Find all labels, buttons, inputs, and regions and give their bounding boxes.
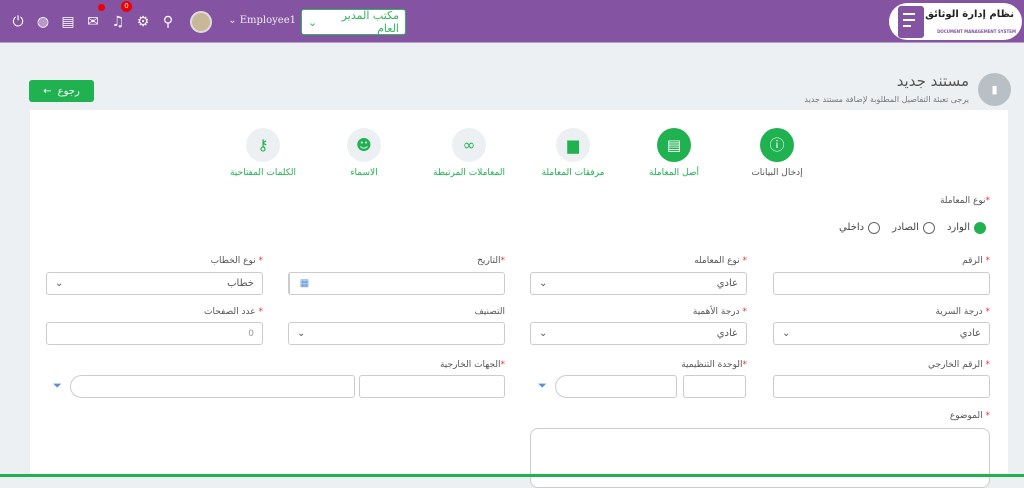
letter-type-label: * نوع الخطاب [210,256,263,266]
archive-icon: ▆ [556,128,590,162]
top-bar: نظام إدارة الوثائق DOCUMENT MANAGEMENT S… [0,0,1024,43]
office-value: مكتب المدير العام [341,9,399,35]
trans-type-label: * نوع المعامله [694,256,747,266]
power-icon[interactable]: ⏻ [12,14,24,30]
link-icon: ∞ [452,128,486,162]
bell-icon[interactable]: ♫ 0 [108,1,132,31]
step-related[interactable]: ∞ المعاملات المرتبطة [419,128,519,178]
chevron-down-icon: ⌄ [297,328,306,339]
step-label: المعاملات المرتبطة [433,168,505,178]
org-unit-input[interactable] [555,375,677,398]
date-input[interactable]: ▦ [288,272,505,295]
chat-icon[interactable]: ✉ [83,4,105,31]
radio-outgoing[interactable]: الصادر [892,222,935,234]
office-select[interactable]: مكتب المدير العام ⌄ [301,9,406,35]
org-unit-label: *الوحدة التنظيمية [681,360,747,370]
radio-internal[interactable]: داخلي [839,222,881,234]
trans-type-select[interactable]: عادي ⌄ [530,272,747,295]
chevron-down-icon: ⌄ [539,328,548,339]
document-icon: ▮ [978,73,1011,106]
step-label: أصل المعاملة [649,168,699,178]
username: Employee1 [239,15,296,26]
info-icon: ⓘ [760,128,794,162]
calendar-icon[interactable]: ▦ [289,273,319,294]
pages-input[interactable]: 0 [46,322,263,345]
subject-label: * الموضوع [949,411,990,421]
step-attachments[interactable]: ▆ مرفقات المعاملة [523,128,623,178]
step-original[interactable]: ▤ أصل المعاملة [624,128,724,178]
step-data-entry[interactable]: ⓘ إدخال البيانات [727,128,827,178]
bottom-accent-line [0,474,1024,477]
ext-parties-code-input[interactable] [359,375,505,398]
subject-textarea[interactable] [530,428,990,488]
back-label: رجوع [57,85,80,97]
page-title: مستند جديد [896,72,969,90]
back-button[interactable]: رجوع ← [29,80,94,102]
logo-subtitle: DOCUMENT MANAGEMENT SYSTEM [937,29,1016,34]
ext-parties-input[interactable] [70,375,355,398]
step-keywords[interactable]: ⚷ الكلمات المفتاحية [213,128,313,178]
step-label: مرفقات المعاملة [541,168,605,178]
class-label: التصنيف [474,307,505,317]
step-label: الاسماء [350,168,378,178]
chevron-down-icon: ⌄ [228,15,240,26]
transaction-type-radios: الوارد الصادر داخلي [839,222,986,234]
header-icons: ⏻ ◍ ▤ ✉ ♫ 0 ⚙ ⚲ [8,1,178,31]
step-label: إدخال البيانات [751,168,803,178]
ext-number-input[interactable] [773,375,990,398]
importance-label: * درجة الأهمية [692,307,747,317]
radio-incoming[interactable]: الوارد [947,222,986,234]
filter-icon[interactable]: ⏷ [53,379,62,392]
document-logo-icon [898,6,924,38]
class-select[interactable]: ⌄ [288,322,505,345]
page-subtitle: يرجى تعبئة التفاصيل المطلوبة لإضافة مستن… [804,95,969,104]
user-menu[interactable]: ⌄ Employee1 [228,15,296,27]
gear-icon[interactable]: ⚙ [136,14,150,30]
number-input[interactable] [773,272,990,295]
logo[interactable]: نظام إدارة الوثائق DOCUMENT MANAGEMENT S… [889,3,1022,40]
notification-badge: 0 [121,1,132,12]
ext-parties-label: *الجهات الخارجية [439,360,505,370]
secrecy-label: * درجة السرية [935,307,990,317]
pages-label: * عدد الصفحات [204,307,263,317]
filter-icon[interactable]: ⏷ [538,379,547,392]
importance-select[interactable]: عادي ⌄ [530,322,747,345]
number-label: * الرقم [962,256,990,266]
step-label: الكلمات المفتاحية [229,168,297,178]
chat-dot [98,4,105,11]
chevron-down-icon: ⌄ [308,15,318,29]
transaction-type-label: *نوع المعاملة [939,196,990,206]
book-icon[interactable]: ▤ [61,14,75,30]
arrow-left-icon: ← [43,85,52,97]
file-icon: ▤ [657,128,691,162]
search-icon[interactable]: ⚲ [162,14,174,30]
ext-number-label: * الرقم الخارجي [928,360,990,370]
chevron-down-icon: ⌄ [782,328,791,339]
date-label: *التاريخ [477,256,505,266]
logo-title: نظام إدارة الوثائق [925,9,1014,20]
chevron-down-icon: ⌄ [539,278,548,289]
org-unit-code-input[interactable] [683,375,746,398]
key-icon: ⚷ [246,128,280,162]
avatar[interactable] [190,11,212,33]
secrecy-select[interactable]: عادي ⌄ [773,322,990,345]
chevron-down-icon: ⌄ [55,278,64,289]
globe-icon[interactable]: ◍ [36,14,50,30]
letter-type-select[interactable]: خطاب ⌄ [46,272,263,295]
user-tag-icon: ☻ [347,128,381,162]
step-names[interactable]: ☻ الاسماء [314,128,414,178]
